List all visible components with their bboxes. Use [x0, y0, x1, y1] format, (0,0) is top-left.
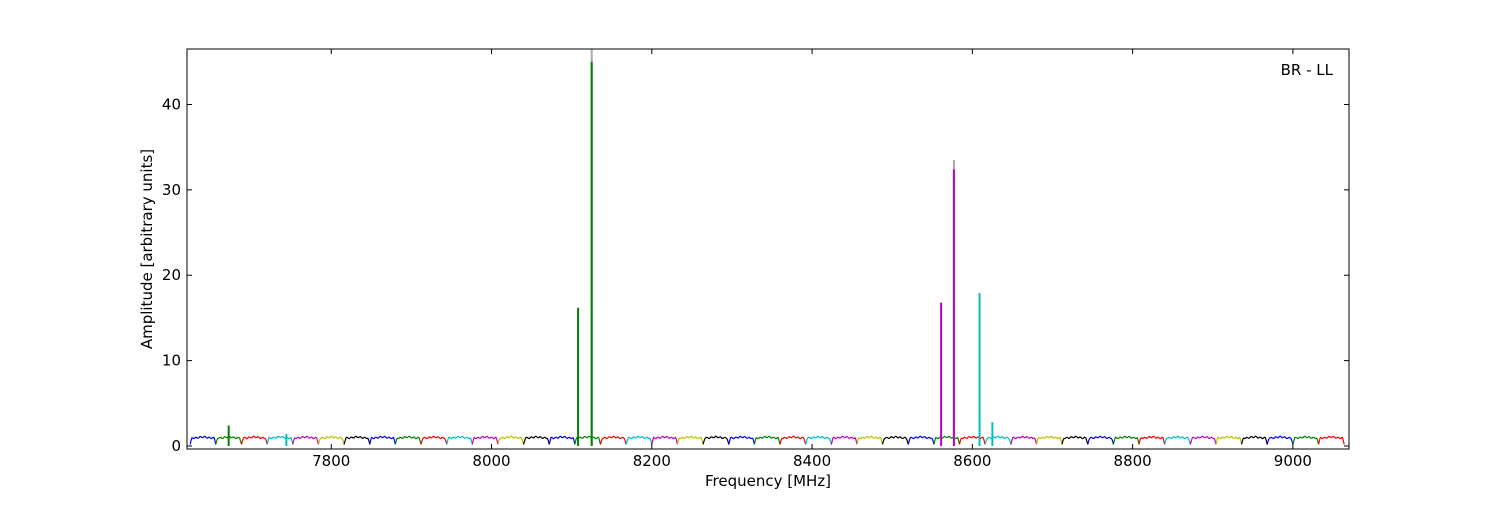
x-tick-label-8400: 8400: [793, 452, 831, 470]
series-channel-21: [702, 435, 730, 445]
plot-frame: [186, 48, 1350, 450]
series-channel-23: [753, 435, 781, 445]
series-channel-7: [343, 435, 371, 445]
series-channel-1: [189, 435, 217, 445]
x-tick-label-8200: 8200: [633, 452, 671, 470]
y-tick-label-0: 0: [171, 437, 181, 455]
y-tick-label-40: 40: [162, 95, 181, 113]
series-channel-9: [394, 435, 422, 445]
series-channel-25: [805, 435, 832, 445]
series-channel-13: [497, 435, 525, 445]
series-channel-20: [676, 435, 704, 445]
series-channel-16: [574, 435, 602, 445]
series-channel-30: [933, 435, 961, 445]
series-channel-32: [984, 435, 1012, 445]
series-channel-15: [548, 435, 576, 445]
series-channel-10: [420, 435, 448, 445]
x-tick-label-9000: 9000: [1274, 452, 1312, 470]
series-channel-29: [907, 435, 935, 445]
series-channel-37: [1112, 435, 1140, 445]
series-channel-6: [317, 435, 345, 445]
series-channel-31: [958, 435, 986, 445]
series-channel-34: [1035, 435, 1063, 445]
y-axis-label: Amplitude [arbitrary units]: [138, 149, 156, 349]
series-channel-33: [1010, 435, 1038, 445]
x-axis-label: Frequency [MHz]: [705, 472, 831, 490]
baseline-annotation: BR - LL: [1281, 61, 1334, 79]
series-channel-3: [240, 435, 268, 445]
series-channel-19: [651, 435, 678, 445]
x-tick-label-8800: 8800: [1114, 452, 1152, 470]
series-channel-44: [1292, 435, 1320, 445]
x-tick-label-7800: 7800: [312, 452, 350, 470]
y-tick-label-20: 20: [162, 266, 181, 284]
series-channel-43: [1266, 435, 1294, 445]
series-channel-4: [266, 435, 294, 445]
series-channel-8: [369, 435, 396, 445]
series-channel-24: [779, 435, 807, 445]
series-channel-35: [1061, 435, 1089, 445]
axis-ticks: 7800 8000 8200 8400 8600 8800 9000 0 10 20 30 40: [162, 49, 1349, 470]
series-channel-26: [830, 435, 858, 445]
series-channel-38: [1138, 435, 1166, 445]
series-channel-27: [856, 435, 884, 445]
series-channel-17: [599, 435, 627, 445]
series-channel-18: [625, 435, 653, 445]
y-tick-label-30: 30: [162, 181, 181, 199]
series-channel-11: [446, 435, 473, 445]
series-channel-22: [728, 435, 755, 445]
series-channel-45: [1317, 435, 1345, 445]
series-channel-41: [1215, 435, 1243, 445]
series-channel-42: [1241, 435, 1268, 445]
series-channel-5: [292, 435, 319, 445]
y-tick-label-10: 10: [162, 352, 181, 370]
series-channel-14: [523, 435, 550, 445]
x-tick-label-8600: 8600: [953, 452, 991, 470]
series-channel-40: [1189, 435, 1217, 445]
series-channel-28: [882, 435, 909, 445]
series-channel-36: [1087, 435, 1114, 445]
series-channel-12: [471, 435, 499, 445]
series-channel-39: [1164, 435, 1191, 445]
plot-lines: [189, 49, 1345, 446]
x-tick-label-8000: 8000: [472, 452, 510, 470]
